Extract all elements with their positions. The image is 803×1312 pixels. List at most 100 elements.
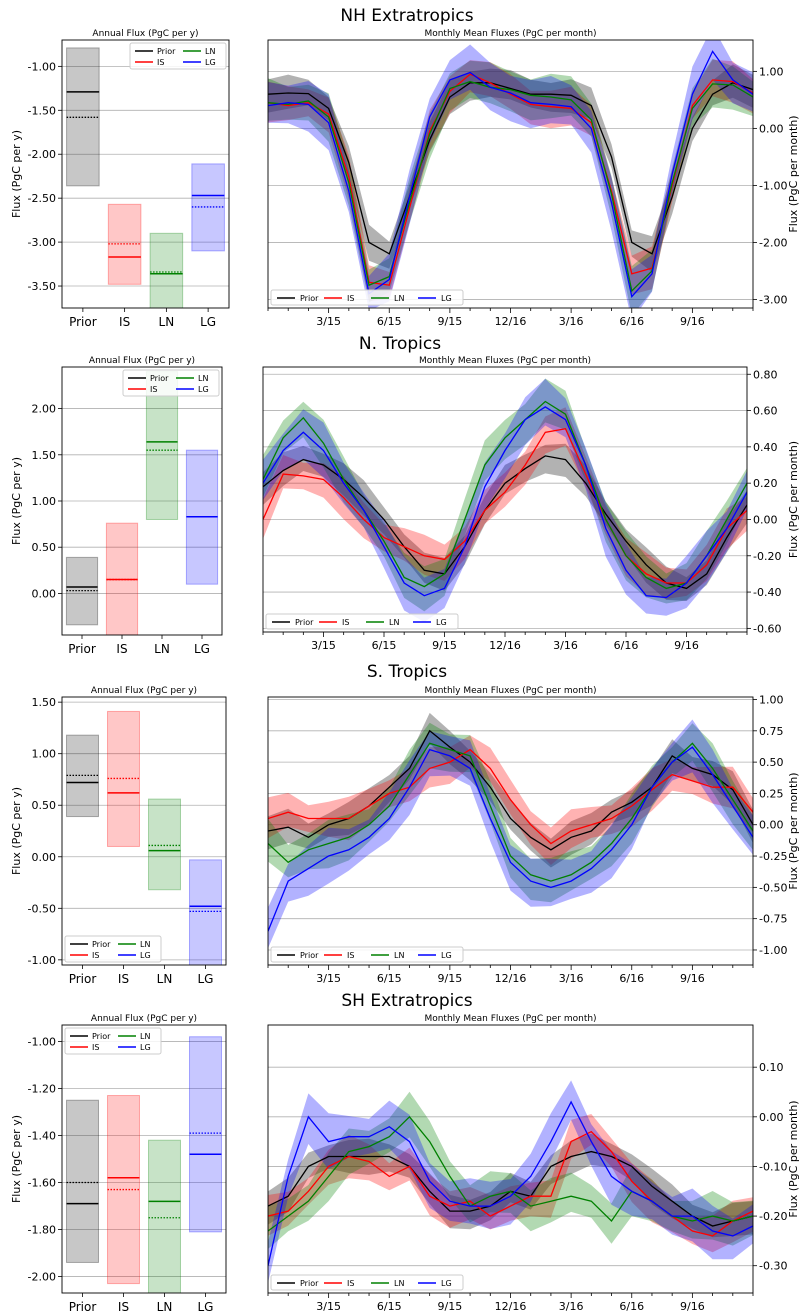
monthly-line-LG	[268, 1100, 753, 1266]
monthly-band-LN	[263, 378, 747, 612]
monthly-ytick-label: -3.00	[759, 293, 787, 306]
annual-ytick-label: -1.50	[28, 104, 56, 117]
annual-ytick-label: 1.50	[32, 696, 57, 709]
monthly-band-Prior	[268, 712, 753, 868]
annual-ytick-label: 2.00	[32, 403, 57, 416]
annual-ytick-label: -1.80	[28, 1224, 56, 1237]
annual-legend: Prior IS LN LG	[64, 1027, 162, 1055]
annual-legend-box	[129, 42, 227, 70]
monthly-legend-box	[270, 946, 464, 963]
monthly-xtick-label: 12/16	[489, 639, 521, 652]
monthly-ytick-label: 1.00	[759, 65, 784, 78]
annual-ylabel: Flux (PgC per y)	[10, 1115, 23, 1203]
annual-ytick-label: 1.00	[32, 748, 57, 761]
region-title-3: SH Extratropics	[341, 991, 472, 1011]
monthly-ytick-label: 0.50	[759, 756, 784, 769]
monthly-ytick-label: 0.75	[759, 725, 784, 738]
annual-legend-label-LN: LN	[140, 940, 150, 949]
annual-legend-label-Prior: Prior	[157, 47, 176, 56]
monthly-band-Prior	[263, 443, 747, 601]
monthly-axes-frame	[267, 1024, 754, 1294]
monthly-plot-area	[268, 712, 753, 949]
annual-legend-label-Prior: Prior	[92, 1032, 111, 1041]
monthly-xtick-label: 9/16	[680, 1300, 705, 1312]
annual-range-bar-LN	[149, 232, 184, 308]
annual-title: Annual Flux (PgC per y)	[92, 29, 198, 39]
region-title-0: NH Extratropics	[340, 6, 473, 26]
annual-axes-frame	[61, 696, 227, 966]
annual-xtick-label: LG	[198, 972, 214, 986]
monthly-legend-label-LN: LN	[394, 1279, 404, 1288]
annual-xtick-label: Prior	[68, 642, 96, 656]
annual-title: Annual Flux (PgC per y)	[91, 686, 197, 696]
monthly-ytick-label: 0.80	[753, 368, 778, 381]
monthly-xtick-label: 3/16	[559, 1300, 584, 1312]
annual-xtick-label: Prior	[69, 1300, 97, 1312]
annual-ytick-label: -3.00	[28, 236, 56, 249]
monthly-ytick-label: -1.00	[759, 179, 787, 192]
monthly-ytick-label: -2.00	[759, 236, 787, 249]
monthly-legend-box	[265, 613, 459, 630]
annual-legend-label-Prior: Prior	[92, 940, 111, 949]
monthly-ytick-label: -0.30	[759, 1260, 787, 1273]
annual-range-bar-LN	[148, 1139, 181, 1293]
monthly-xtick-label: 12/16	[495, 972, 527, 985]
annual-legend-box	[64, 1027, 162, 1055]
monthly-band-IS	[268, 1114, 753, 1253]
monthly-ytick-label: -0.50	[759, 881, 787, 894]
annual-xtick-label: LN	[157, 972, 173, 986]
monthly-band-Prior	[268, 1133, 753, 1238]
monthly-xtick-label: 3/15	[311, 639, 336, 652]
monthly-plot-area	[268, 1080, 753, 1283]
monthly-legend-label-Prior: Prior	[300, 294, 319, 303]
monthly-line-LG	[268, 746, 753, 932]
monthly-xtick-label: 6/16	[619, 1300, 644, 1312]
monthly-title: Monthly Mean Fluxes (PgC per month)	[424, 686, 596, 696]
monthly-xtick-label: 6/15	[372, 639, 397, 652]
annual-legend-label-LG: LG	[205, 58, 216, 67]
monthly-band-LG	[263, 378, 747, 622]
monthly-xtick-label: 9/15	[438, 315, 463, 328]
annual-xtick-label: LN	[154, 642, 170, 656]
monthly-legend-label-IS: IS	[347, 951, 354, 960]
monthly-legend-label-IS: IS	[347, 1279, 354, 1288]
monthly-band-LG	[268, 719, 753, 949]
annual-title: Annual Flux (PgC per y)	[91, 1014, 197, 1024]
annual-legend-label-LN: LN	[140, 1032, 150, 1041]
monthly-ytick-label: -0.20	[759, 1210, 787, 1223]
monthly-ytick-label: -0.40	[753, 586, 781, 599]
monthly-legend-box	[270, 289, 464, 306]
monthly-ytick-label: 0.40	[753, 441, 778, 454]
monthly-xtick-label: 6/15	[377, 315, 402, 328]
monthly-ytick-label: 0.00	[759, 122, 784, 135]
annual-ylabel: Flux (PgC per y)	[10, 457, 23, 545]
annual-ytick-label: -1.00	[28, 1035, 56, 1048]
monthly-legend-label-LN: LN	[394, 951, 404, 960]
annual-axes-frame	[61, 366, 223, 636]
monthly-band-LG	[268, 1080, 753, 1283]
annual-range-bar-LN	[148, 798, 181, 891]
monthly-ylabel: Flux (PgC per month)	[787, 441, 800, 558]
panel-row-0: -1.00 -1.50 -2.00 -2.50 -3.00 -3.50 Prior IS LN L…	[10, 29, 800, 329]
annual-ytick-label: -1.00	[28, 954, 56, 967]
annual-bars	[66, 47, 225, 308]
monthly-legend-box	[270, 1274, 464, 1291]
annual-ytick-label: -2.00	[28, 148, 56, 161]
annual-range-bar-LG	[189, 859, 222, 965]
monthly-band-LN	[268, 722, 753, 903]
monthly-band-LN	[268, 58, 753, 308]
monthly-xtick-label: 6/16	[614, 639, 639, 652]
monthly-xtick-label: 12/16	[495, 315, 527, 328]
annual-ytick-label: 0.50	[32, 799, 57, 812]
annual-bars	[66, 1036, 222, 1293]
annual-legend-label-IS: IS	[92, 951, 99, 960]
annual-axes-frame	[61, 1024, 227, 1294]
monthly-ytick-label: 0.00	[753, 513, 778, 526]
monthly-line-LN	[268, 80, 753, 293]
monthly-band-LN	[268, 1091, 753, 1249]
monthly-ytick-label: -0.10	[759, 1160, 787, 1173]
monthly-title: Monthly Mean Fluxes (PgC per month)	[424, 1014, 596, 1024]
annual-xtick-label: LG	[194, 642, 210, 656]
annual-xtick-label: LG	[200, 315, 216, 329]
panel-row-1: 2.00 1.50 1.00 0.50 0.00 Prior IS LN LG Annual Fl…	[10, 356, 800, 656]
